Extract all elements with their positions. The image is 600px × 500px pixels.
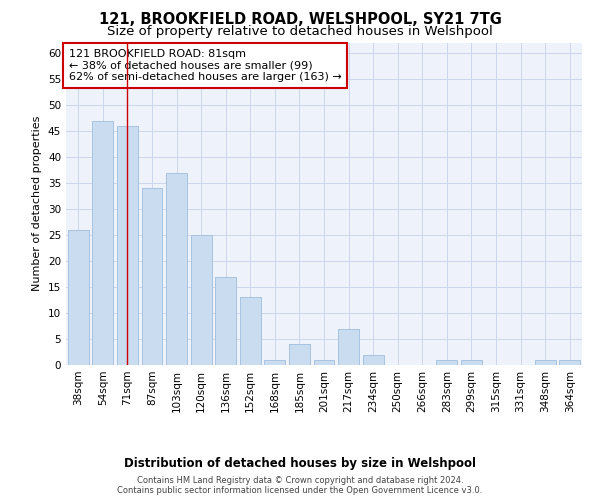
Text: Size of property relative to detached houses in Welshpool: Size of property relative to detached ho… (107, 25, 493, 38)
Bar (535, 360, 556, 365)
Bar (191, 235, 212, 365)
Bar (215, 276, 236, 365)
Bar (289, 344, 310, 365)
Bar (362, 354, 383, 365)
Bar (461, 360, 482, 365)
Bar (142, 188, 163, 365)
Bar (92, 120, 113, 365)
Text: 121 BROOKFIELD ROAD: 81sqm
← 38% of detached houses are smaller (99)
62% of semi: 121 BROOKFIELD ROAD: 81sqm ← 38% of deta… (68, 49, 341, 82)
Bar (338, 328, 359, 365)
Text: Distribution of detached houses by size in Welshpool: Distribution of detached houses by size … (124, 458, 476, 470)
Bar (68, 230, 89, 365)
Bar (436, 360, 457, 365)
Text: 121, BROOKFIELD ROAD, WELSHPOOL, SY21 7TG: 121, BROOKFIELD ROAD, WELSHPOOL, SY21 7T… (98, 12, 502, 28)
Bar (559, 360, 580, 365)
Bar (314, 360, 334, 365)
Bar (166, 172, 187, 365)
Bar (265, 360, 286, 365)
Bar (117, 126, 138, 365)
Bar (240, 298, 261, 365)
Y-axis label: Number of detached properties: Number of detached properties (32, 116, 43, 292)
Text: Contains HM Land Registry data © Crown copyright and database right 2024.
Contai: Contains HM Land Registry data © Crown c… (118, 476, 482, 495)
